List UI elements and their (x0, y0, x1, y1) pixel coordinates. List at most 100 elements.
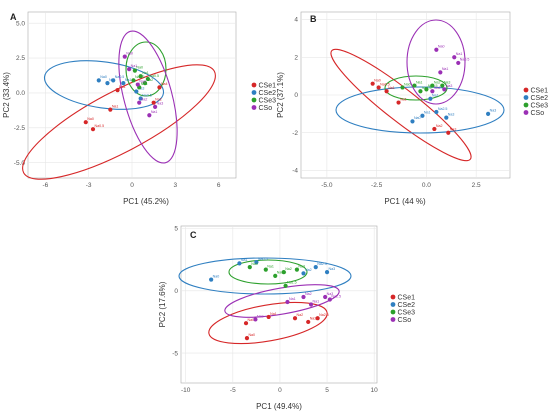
point-label: Na1 (424, 111, 431, 115)
confidence-ellipse-cso (406, 19, 466, 105)
point-label: Na0 (414, 116, 421, 120)
data-point-cse3 (283, 283, 288, 288)
point-label: Na1.5 (135, 75, 145, 79)
data-point-cse2 (410, 119, 415, 124)
legend-swatch-cse2 (523, 95, 529, 100)
legend-swatch-cso (523, 110, 529, 115)
legend-label: CSe2 (259, 90, 277, 97)
point-label: Na2 (434, 80, 441, 84)
point-label: Na1 (151, 110, 158, 114)
data-point-cse2 (444, 115, 449, 120)
point-label: Na0.5 (277, 271, 287, 275)
data-point-cso (430, 89, 435, 94)
confidence-ellipse-cse2 (178, 257, 352, 295)
legend-swatch-cse3 (523, 102, 529, 108)
point-label: Na1 (241, 258, 248, 262)
data-point-cso (442, 87, 447, 92)
point-label: Na3 (141, 82, 148, 86)
point-label: Na0.5 (460, 58, 470, 62)
y-tick-label: 4 (294, 17, 298, 24)
data-point-cso (323, 294, 328, 300)
data-point-cse2 (138, 96, 143, 101)
data-point-cse3 (412, 83, 417, 88)
data-point-cse3 (145, 76, 150, 82)
data-point-cse1 (108, 107, 113, 112)
data-point-cse2 (434, 109, 439, 115)
data-point-cso (253, 317, 258, 322)
x-tick-label: -10 (181, 387, 191, 394)
point-label: Na1 (125, 78, 132, 82)
data-point-cse2 (237, 261, 242, 266)
data-point-cso (153, 104, 158, 109)
data-point-cse3 (430, 83, 435, 88)
data-point-cse1 (315, 316, 320, 321)
legend-label: CSe1 (259, 82, 277, 89)
point-label: Na2.5 (319, 313, 329, 317)
point-label: Na2 (305, 292, 312, 296)
legend-swatch-cso (251, 105, 257, 110)
x-tick-label: -3 (86, 182, 92, 189)
point-label: Na0 (257, 314, 264, 318)
data-point-cse3 (418, 89, 423, 94)
data-point-cse2 (111, 78, 116, 83)
data-point-cse1 (157, 85, 162, 90)
point-label: Na3 (329, 267, 336, 271)
point-label: Na0.5 (428, 84, 438, 88)
point-label: Na2 (141, 97, 148, 101)
panel-a: -6 -3 0 3 6 -5.0 -2.5 0.0 2.5 5.0 PC1 (45.2%) PC2 (… (2, 11, 277, 206)
data-point-cse1 (292, 316, 298, 321)
point-label: Na1 (267, 264, 274, 268)
point-label: Na2.5 (142, 93, 152, 97)
point-label: Na1 (388, 86, 395, 90)
legend-swatch-cse1 (523, 87, 529, 93)
legend-swatch-cse3 (251, 97, 257, 103)
legend-label: CSe3 (259, 97, 277, 104)
data-point-cse1 (384, 89, 389, 94)
point-label: Na2 (436, 124, 443, 128)
point-label: Na0 (248, 333, 255, 337)
data-point-cse1 (446, 130, 451, 135)
data-point-cse1 (376, 85, 381, 90)
data-point-cse2 (313, 265, 318, 270)
point-label: Na2 (155, 97, 162, 101)
point-label: Na3 (448, 112, 455, 116)
data-point-cse2 (254, 260, 259, 265)
point-label: Na2.5 (317, 262, 327, 266)
legend-label: CSe3 (531, 102, 549, 109)
confidence-ellipse-cse1 (208, 301, 328, 345)
data-point-cse3 (263, 267, 268, 272)
y-axis-label: PC2 (37.1%) (276, 72, 285, 118)
data-point-cse3 (400, 85, 405, 90)
data-point-cse2 (324, 270, 330, 275)
y-tick-label: -4 (292, 168, 298, 175)
data-point-cse3 (424, 87, 429, 92)
data-point-cso (135, 82, 140, 87)
panel-letter: C (190, 230, 197, 240)
y-tick-label: 0 (294, 92, 298, 99)
data-point-cse3 (440, 83, 445, 88)
point-label: Na0.5 (149, 74, 159, 78)
data-point-cse2 (301, 271, 306, 276)
legend-label: CSe2 (398, 302, 416, 309)
point-label: Na2 (305, 268, 312, 272)
data-point-cso (438, 70, 443, 75)
legend-swatch-cse3 (390, 309, 396, 315)
data-point-cse3 (281, 270, 286, 275)
x-tick-label: 0 (130, 182, 134, 189)
legend-label: CSo (259, 105, 273, 112)
point-label: Na1 (400, 97, 407, 101)
point-label: Na4 (161, 82, 168, 86)
data-point-cse1 (432, 126, 437, 132)
x-axis-label: PC1 (49.4%) (256, 402, 302, 411)
point-label: Na2 (434, 86, 441, 90)
data-point-cse3 (132, 68, 137, 73)
point-label: Na0 (404, 82, 411, 86)
y-tick-label: -2 (292, 130, 298, 137)
point-label: Na3 (310, 317, 317, 321)
x-tick-label: -5.0 (321, 182, 333, 189)
panel-letter: A (10, 12, 17, 22)
legend-label: CSe2 (531, 95, 549, 102)
point-label: Na3 (157, 102, 164, 106)
point-label: Na1 (142, 71, 149, 75)
x-tick-label: -5 (230, 387, 236, 394)
